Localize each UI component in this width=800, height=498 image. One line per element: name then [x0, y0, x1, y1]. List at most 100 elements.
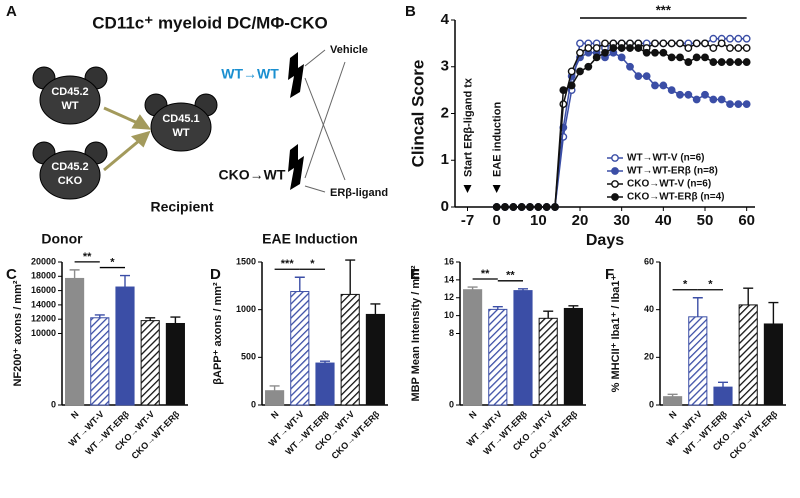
data-point — [642, 72, 651, 81]
group-label: WT→WT — [221, 66, 279, 82]
x-tick-label: 10 — [530, 212, 547, 229]
panel-label: B — [405, 3, 416, 20]
bolt — [288, 52, 304, 98]
mouse-label: WT — [61, 100, 78, 112]
y-tick-label: 0 — [649, 399, 654, 409]
y-tick-label: 2 — [441, 104, 449, 121]
bar — [165, 322, 185, 406]
data-point — [709, 34, 718, 43]
significance-label: * — [708, 279, 713, 291]
data-point — [684, 44, 693, 52]
bar — [140, 320, 160, 406]
y-tick-label: 8 — [449, 328, 454, 338]
x-tick-label: 20 — [572, 212, 589, 229]
data-point — [726, 34, 734, 43]
error-bar — [345, 259, 356, 295]
bar — [713, 386, 733, 406]
error-bar — [667, 393, 678, 397]
significance-label: ** — [506, 270, 515, 282]
legend-label: CKO→WT-V (n=6) — [627, 179, 711, 190]
bar — [688, 316, 708, 406]
y-tick-label: 3 — [441, 58, 449, 75]
treatment-label: ERβ-ligand — [330, 187, 388, 199]
x-tick-label: N — [69, 409, 81, 421]
data-point — [659, 39, 668, 48]
mouse-label: CD45.1 — [162, 113, 199, 125]
x-tick-label: N — [467, 409, 479, 421]
mouse-label: WT — [172, 127, 189, 139]
x-tick-label: -7 — [461, 212, 474, 229]
data-point — [742, 34, 751, 43]
data-point — [684, 90, 693, 99]
mouse: CD45.1 WT — [144, 93, 218, 152]
legend-label: WT→WT-ERβ (n=8) — [627, 166, 718, 177]
data-point — [667, 86, 676, 95]
panel-label: D — [210, 266, 221, 283]
error-bar — [370, 303, 381, 315]
y-tick-label: 60 — [644, 256, 654, 266]
significance-label: ** — [83, 251, 92, 263]
y-tick-label: 12 — [444, 292, 454, 302]
bar — [265, 390, 285, 406]
mouse-label: CD45.2 — [51, 86, 88, 98]
y-axis-label: βAPP⁺ axons / mm² — [212, 282, 224, 385]
y-tick-label: 16 — [444, 256, 454, 266]
data-point — [734, 34, 743, 43]
data-point — [692, 95, 701, 104]
data-point — [567, 67, 576, 76]
error-bar — [94, 314, 105, 318]
data-point — [634, 72, 643, 81]
y-axis-label: MBP Mean Intensity / mm² — [410, 265, 422, 401]
data-point — [559, 86, 568, 95]
y-tick-label: 4 — [441, 11, 450, 28]
bar — [738, 304, 758, 406]
panel-label: E — [410, 266, 420, 283]
bar — [663, 396, 683, 406]
legend-marker — [611, 193, 619, 201]
error-bar — [120, 274, 130, 288]
data-point — [701, 90, 709, 99]
bar — [563, 307, 583, 406]
data-point — [651, 48, 659, 57]
error-bar — [692, 297, 703, 317]
diagram-title: CD11c⁺ myeloid DC/MΦ-CKO — [92, 13, 327, 32]
y-tick-label: 12000 — [31, 314, 56, 324]
data-point — [509, 203, 518, 211]
data-point — [651, 39, 659, 48]
data-point — [701, 39, 709, 48]
data-point — [742, 58, 751, 66]
donor-label: Donor — [41, 231, 83, 247]
legend-marker — [611, 180, 619, 188]
data-point — [626, 62, 634, 71]
bar — [65, 277, 85, 406]
significance-label: * — [110, 256, 115, 268]
bar — [90, 317, 110, 406]
event-marker — [463, 185, 472, 193]
data-point — [584, 62, 593, 71]
error-bar — [467, 286, 478, 290]
x-tick-label: N — [667, 409, 679, 421]
legend-marker — [611, 167, 619, 175]
data-point — [659, 48, 668, 57]
x-tick-label: 50 — [697, 212, 714, 229]
data-point — [501, 203, 509, 211]
data-point — [576, 67, 584, 76]
bar — [763, 323, 783, 406]
bar — [365, 313, 385, 406]
data-point — [492, 203, 501, 211]
y-tick-label: 1 — [441, 151, 449, 168]
error-bar — [568, 305, 579, 309]
panel-label: F — [605, 266, 614, 283]
data-point — [592, 53, 601, 62]
data-point — [601, 39, 609, 48]
data-point — [617, 53, 626, 62]
legend-label: CKO→WT-ERβ (n=4) — [627, 192, 725, 203]
data-point — [684, 58, 693, 66]
cross-arrows — [304, 49, 346, 193]
data-point — [726, 100, 734, 109]
data-point — [734, 44, 743, 52]
induction-label: EAE Induction — [262, 231, 358, 247]
data-point — [526, 203, 534, 211]
mouse: CD45.2 CKO — [32, 141, 108, 200]
